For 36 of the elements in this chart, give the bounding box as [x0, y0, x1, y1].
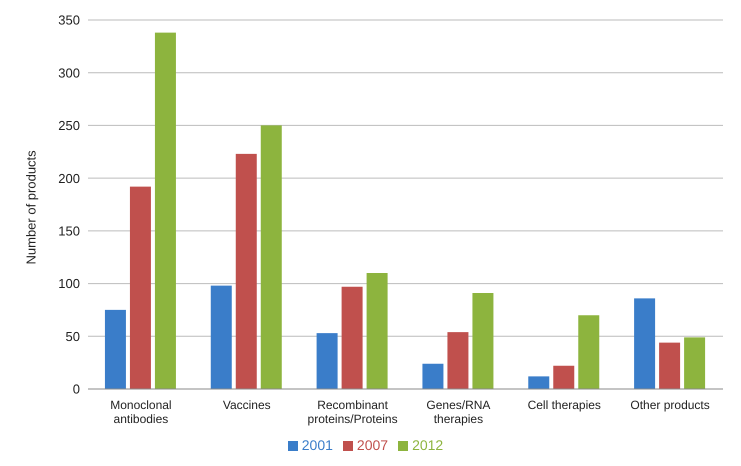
bar	[634, 298, 656, 389]
y-tick-label: 100	[58, 276, 80, 292]
y-tick-label: 250	[58, 118, 80, 134]
x-tick-label: Genes/RNA therapies	[426, 398, 490, 426]
bar	[130, 186, 151, 389]
x-tick-label: Vaccines	[222, 398, 271, 412]
bar	[447, 332, 468, 389]
bar	[366, 273, 388, 389]
bar	[422, 364, 444, 389]
x-tick-label: Monoclonal antibodies	[110, 398, 172, 426]
y-tick-label: 150	[58, 223, 80, 238]
bar	[684, 337, 706, 389]
y-tick-label: 0	[72, 382, 80, 397]
x-tick-label: Other products	[630, 398, 710, 412]
bar	[104, 310, 126, 389]
bar	[260, 125, 282, 389]
bar	[236, 154, 257, 389]
x-tick-label: Cell therapies	[528, 398, 601, 412]
bar	[472, 293, 494, 389]
y-axis-title: Number of products	[24, 150, 39, 264]
bar	[316, 333, 338, 389]
x-tick-label: Recombinant proteins/Proteins	[308, 398, 398, 426]
bar	[342, 286, 363, 389]
legend-label: 2007	[356, 437, 388, 453]
legend-label: 2001	[302, 437, 333, 453]
y-tick-label: 300	[58, 65, 80, 80]
legend-label: 2012	[412, 437, 444, 453]
bar	[659, 342, 680, 389]
bar	[154, 32, 176, 389]
y-tick-label: 200	[58, 170, 80, 186]
bar	[210, 286, 232, 389]
bar	[578, 315, 600, 389]
y-tick-label: 50	[66, 328, 80, 344]
bar	[528, 376, 550, 389]
y-tick-label: 350	[58, 12, 80, 28]
bar	[553, 366, 574, 389]
